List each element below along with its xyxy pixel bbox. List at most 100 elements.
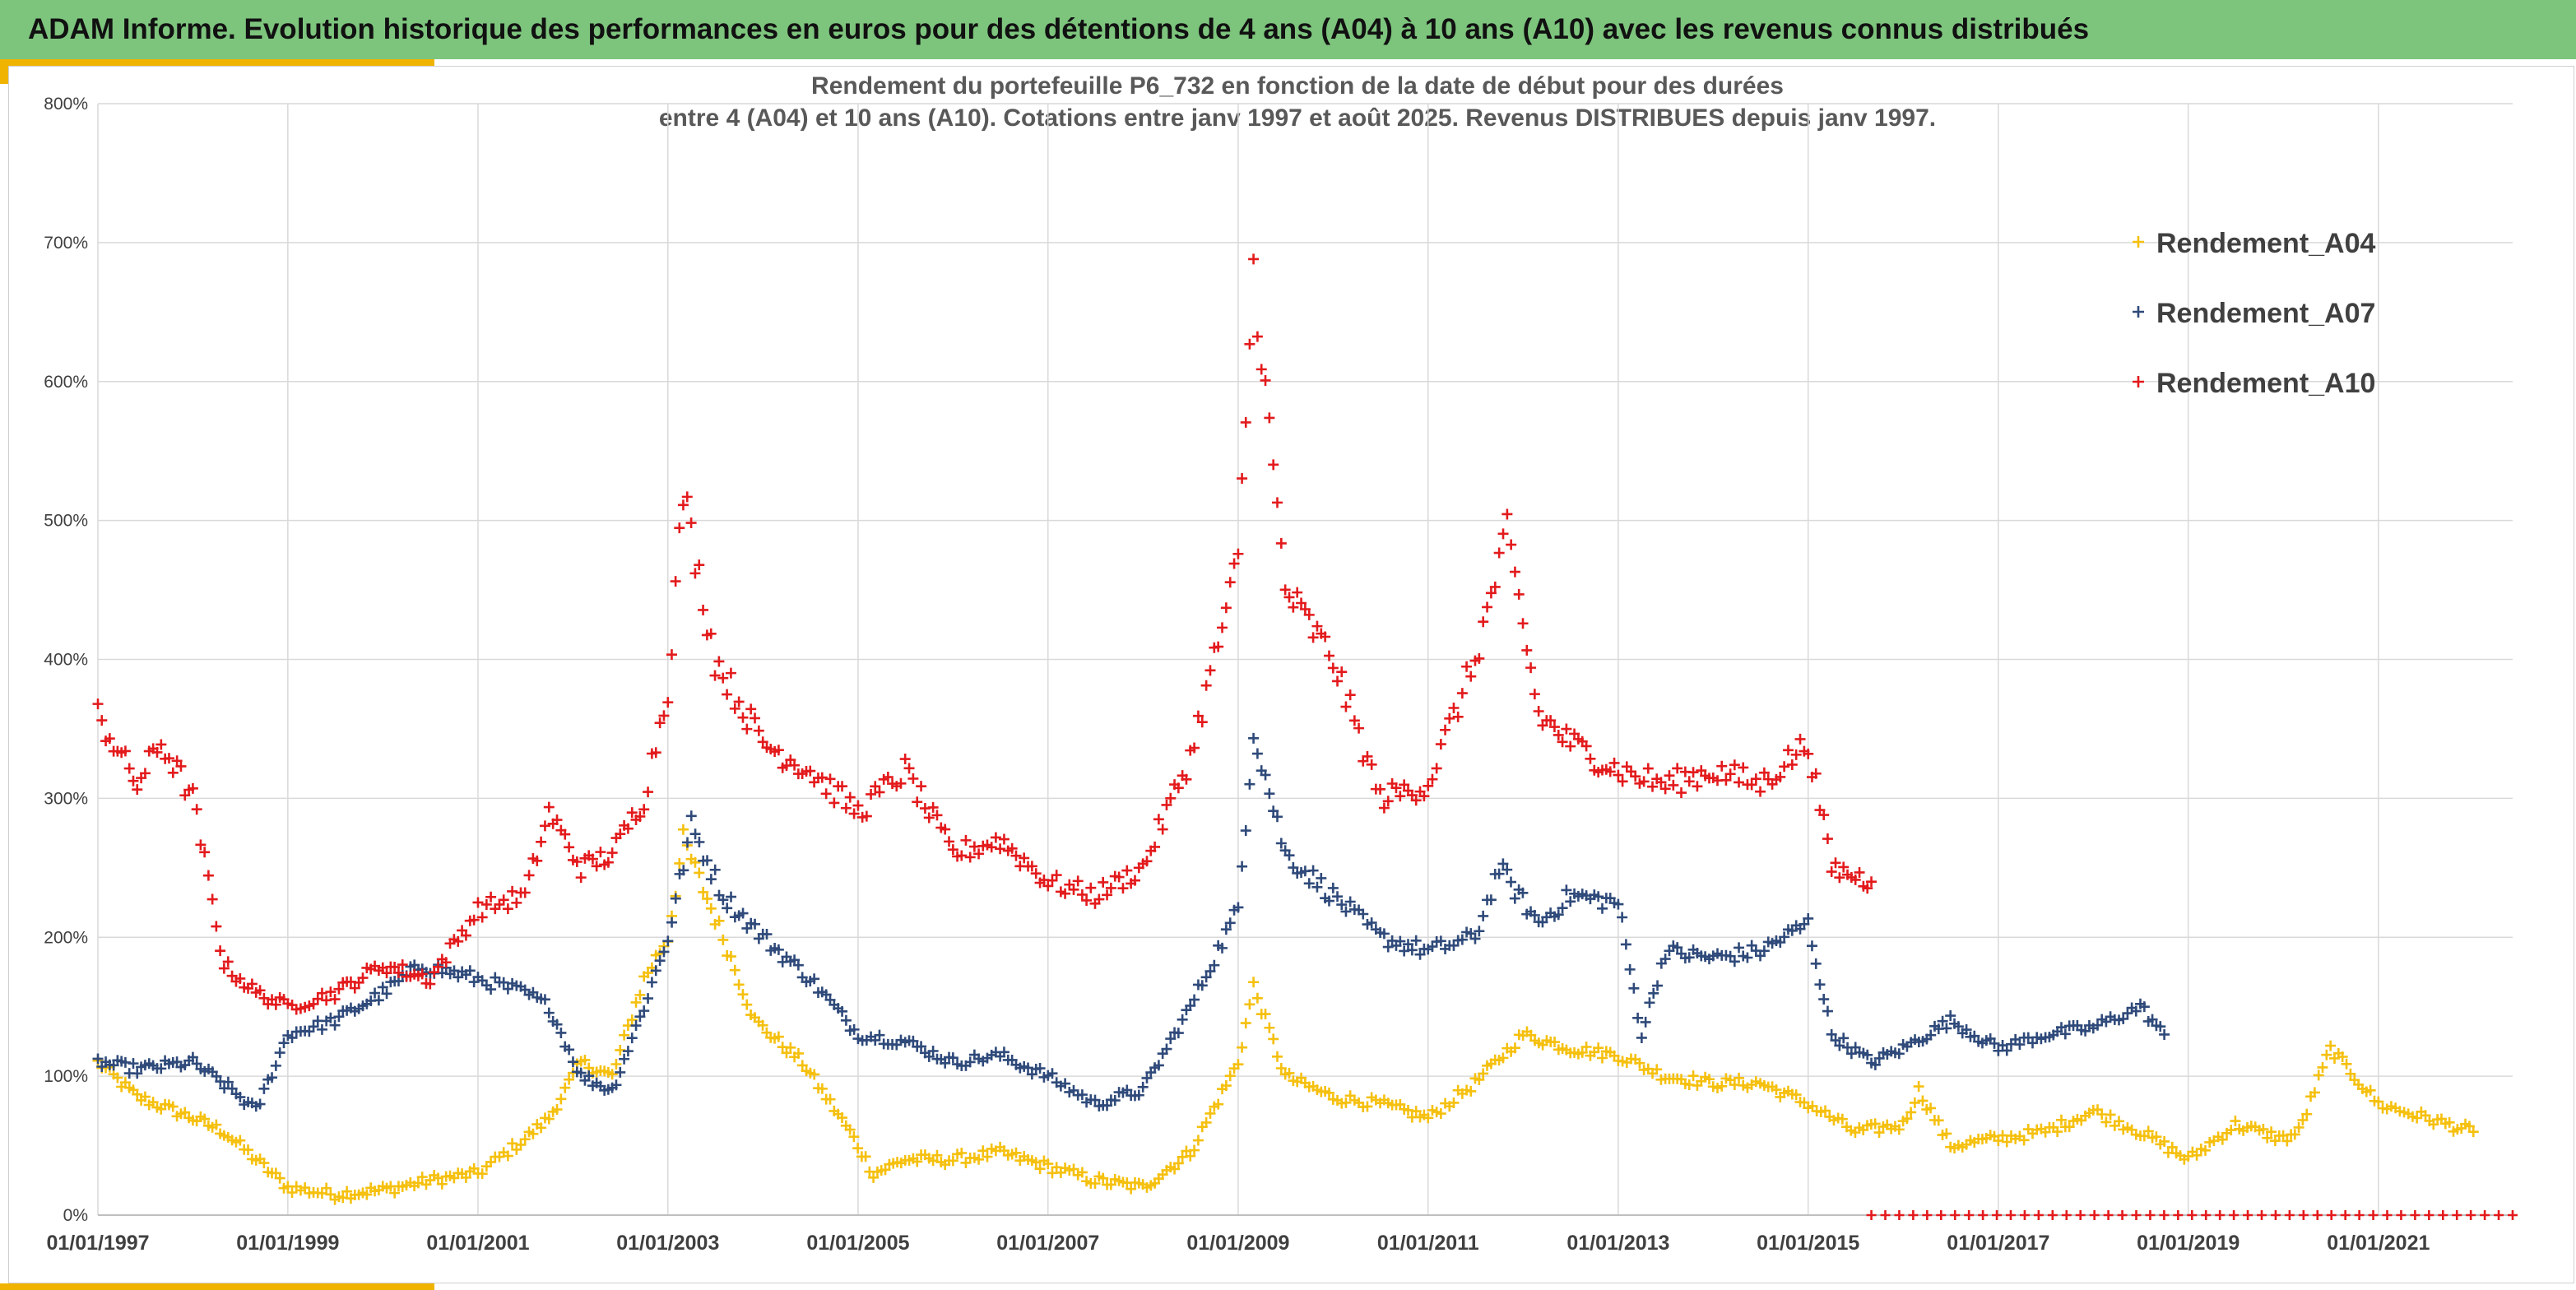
data-point <box>1509 893 1520 904</box>
data-point <box>916 781 927 792</box>
data-point <box>2494 1210 2504 1220</box>
data-point <box>1275 838 1287 849</box>
data-point <box>1435 739 1446 750</box>
data-point <box>868 1172 880 1183</box>
data-point <box>1553 729 1564 740</box>
data-point <box>990 832 1001 843</box>
data-point <box>191 804 202 815</box>
data-point <box>1089 1178 1101 1189</box>
data-point <box>199 847 211 858</box>
data-point <box>753 725 764 736</box>
data-point <box>1327 662 1339 674</box>
data-point <box>258 1083 270 1094</box>
data-point <box>729 964 740 976</box>
data-point <box>1358 908 1369 920</box>
data-point <box>1192 710 1204 722</box>
data-point <box>246 978 258 990</box>
data-point <box>860 1151 871 1162</box>
data-point <box>927 1155 939 1167</box>
data-point <box>2229 1210 2239 1220</box>
data-point <box>2317 1061 2328 1073</box>
data-point <box>820 788 832 800</box>
data-point <box>2033 1210 2044 1220</box>
data-point <box>1580 1042 1592 1053</box>
data-point <box>1217 622 1228 633</box>
data-point <box>1969 1030 1980 1042</box>
data-point <box>1687 767 1699 778</box>
data-point <box>1307 865 1319 876</box>
data-point <box>1533 705 1544 717</box>
data-point <box>923 1051 935 1062</box>
data-point <box>2063 1121 2075 1133</box>
data-point <box>436 1178 448 1190</box>
data-point <box>222 1076 234 1088</box>
data-point <box>1133 1089 1144 1101</box>
data-point <box>1509 566 1520 578</box>
data-point <box>2340 1210 2351 1220</box>
data-point <box>931 1149 943 1161</box>
data-point <box>785 754 796 766</box>
data-point <box>1076 1167 1088 1178</box>
data-point <box>610 1059 622 1070</box>
data-point <box>923 812 935 824</box>
data-point <box>2341 1058 2352 1070</box>
x-tick-label: 01/01/2005 <box>806 1232 909 1255</box>
data-point <box>1076 1089 1088 1101</box>
data-point <box>2145 1210 2156 1220</box>
data-point <box>1642 763 1654 774</box>
data-point <box>1034 1063 1046 1074</box>
data-point <box>389 961 401 972</box>
data-point <box>2187 1210 2198 1220</box>
data-point <box>128 775 139 787</box>
data-point <box>852 800 864 811</box>
data-point <box>139 768 151 779</box>
data-point <box>729 703 740 714</box>
data-point <box>689 828 701 840</box>
data-point <box>705 903 717 914</box>
data-point <box>1465 1085 1477 1097</box>
data-point <box>258 992 270 1004</box>
legend-label: Rendement_A04 <box>2156 228 2376 259</box>
data-point <box>1406 944 1418 956</box>
data-point <box>2089 1210 2100 1220</box>
data-point <box>634 810 646 822</box>
data-point <box>670 576 681 587</box>
data-point <box>316 987 327 999</box>
data-point <box>907 1035 919 1046</box>
data-point <box>2354 1210 2365 1220</box>
data-point <box>931 810 943 821</box>
data-point <box>564 842 575 853</box>
data-point <box>2297 1115 2309 1125</box>
data-point <box>1076 889 1088 900</box>
data-point <box>1224 917 1236 929</box>
data-point <box>2396 1210 2407 1220</box>
data-point <box>844 1124 856 1135</box>
data-point <box>1937 1015 1948 1027</box>
data-point <box>1010 1147 1022 1158</box>
data-point <box>1561 884 1572 896</box>
data-point <box>2147 1014 2158 1025</box>
data-point <box>1283 1067 1295 1079</box>
data-point <box>1440 724 1451 735</box>
data-point <box>373 995 384 1006</box>
data-point <box>1213 1098 1224 1110</box>
data-point <box>694 559 705 571</box>
data-point <box>507 1138 518 1149</box>
data-point <box>1149 841 1161 852</box>
data-point <box>650 747 661 759</box>
data-point <box>1336 899 1348 911</box>
data-point <box>677 824 689 835</box>
data-point <box>92 1053 104 1065</box>
data-point <box>977 1145 989 1157</box>
data-point <box>425 978 436 990</box>
data-point <box>502 903 513 915</box>
data-point <box>1497 528 1509 540</box>
x-tick-label: 01/01/2017 <box>1947 1232 2049 1255</box>
data-point <box>689 568 701 579</box>
data-point <box>274 1047 285 1059</box>
data-point <box>1296 597 1307 609</box>
data-point <box>1758 767 1770 778</box>
data-point <box>1105 882 1116 893</box>
data-point <box>2142 1125 2154 1137</box>
data-point <box>2368 1210 2379 1220</box>
